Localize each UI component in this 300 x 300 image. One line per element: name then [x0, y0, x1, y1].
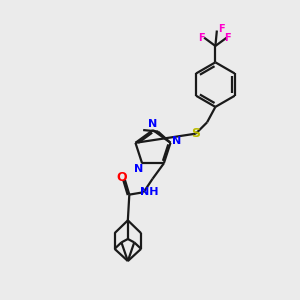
Text: N: N [134, 164, 143, 174]
Text: N: N [148, 118, 158, 129]
Text: F: F [224, 33, 231, 43]
Text: S: S [191, 127, 200, 140]
Text: N: N [172, 136, 181, 146]
Text: O: O [116, 171, 127, 184]
Text: F: F [198, 33, 205, 43]
Text: F: F [219, 24, 225, 34]
Text: NH: NH [140, 187, 158, 197]
